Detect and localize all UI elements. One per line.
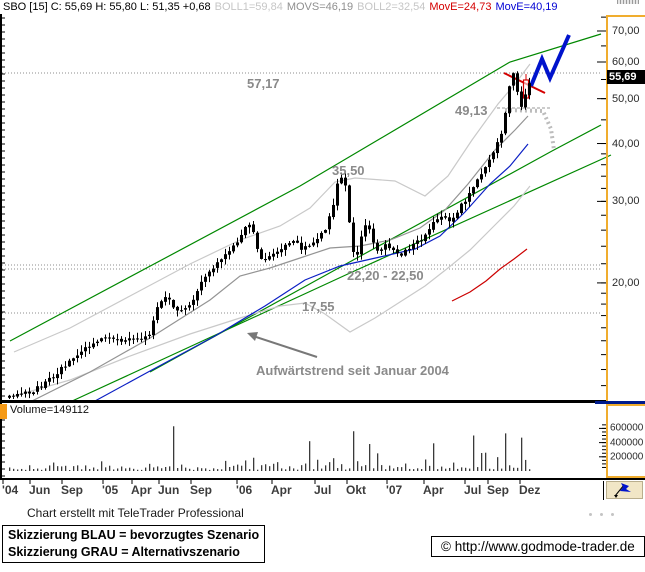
left-volume-axis-line — [0, 403, 2, 480]
volume-bars — [9, 426, 531, 471]
level-label: 49,13 — [455, 103, 488, 118]
volume-value-label: Volume=149112 — [10, 404, 90, 416]
price-volume-chart — [2, 16, 612, 484]
date-tick-label: '07 — [386, 483, 403, 497]
ellipsis-dot — [611, 513, 614, 516]
date-tick-label: Jun — [29, 483, 51, 497]
date-tick-label: '04 — [2, 483, 19, 497]
chart-volume-divider — [0, 400, 606, 403]
price-tick-label: 50,00 — [612, 92, 640, 105]
price-tick-label: 70,00 — [612, 25, 640, 37]
level-label: 17,55 — [302, 299, 335, 314]
price-axis-accent-line — [606, 15, 608, 403]
axis-ticks — [2, 16, 606, 484]
trendline-note: Aufwärtstrend seit Januar 2004 — [256, 363, 449, 378]
level-label: 35,50 — [332, 163, 365, 178]
quote-header-segment: BOLL2=32,54 — [357, 1, 426, 13]
ellipsis-dot — [600, 513, 603, 516]
chart-credit-text: Chart erstellt mit TeleTrader Profession… — [27, 506, 244, 520]
window-edge-artifact — [617, 0, 639, 4]
date-tick-label: '05 — [102, 483, 119, 497]
volume-axis-accent-line — [606, 404, 608, 478]
volume-axis-accent-top — [606, 404, 645, 406]
quote-header-segment: MovE=40,19 — [495, 1, 558, 13]
date-tick-label: Jul — [314, 483, 332, 497]
price-tick-label: 30,00 — [612, 195, 640, 208]
date-tick-label: Dez — [519, 483, 541, 497]
divider-navy-segment — [595, 401, 645, 404]
date-axis-top-border — [0, 478, 645, 480]
price-axis-accent-top — [606, 15, 645, 17]
date-tick-label: Sep — [61, 483, 84, 497]
scenario-legend-blue: Skizzierung BLAU = bevorzugtes Szenario — [8, 528, 260, 542]
level-label: 22,20 - 22,50 — [347, 268, 424, 283]
last-price-badge: 55,69 — [607, 70, 645, 84]
date-tick-label: Jul — [464, 483, 482, 497]
price-tick-label: 60,00 — [612, 55, 640, 68]
quote-header-segment: MovE=24,73 — [429, 1, 492, 13]
volume-pane-marker — [0, 404, 7, 419]
date-tick-label: '06 — [236, 483, 253, 497]
volume-tick-label: 400000 — [610, 437, 644, 449]
realtime-flash-button[interactable] — [606, 481, 643, 499]
left-price-axis-line — [0, 14, 2, 403]
date-axis-right-separator — [603, 481, 604, 500]
date-tick-label: Apr — [423, 483, 444, 497]
date-tick-label: Apr — [131, 483, 152, 497]
scenario-legend-gray: Skizzierung GRAU = Alternativszenario — [8, 545, 240, 559]
copyright-url-box: © http://www.godmode-trader.de — [431, 536, 645, 557]
volume-tick-label: 600000 — [610, 422, 644, 434]
quote-header-segment: MOVS=46,19 — [286, 1, 354, 13]
date-tick-label: Sep — [190, 483, 213, 497]
date-tick-label: Okt — [346, 483, 367, 497]
volume-axis-accent-bottom — [606, 476, 645, 478]
ellipsis-dot — [589, 513, 592, 516]
price-tick-label: 20,00 — [612, 276, 640, 289]
date-tick-label: Jun — [158, 483, 180, 497]
level-label: 57,17 — [247, 76, 280, 91]
flash-flag-icon — [614, 483, 631, 498]
scenario-legend-box: Skizzierung BLAU = bevorzugtes Szenario … — [2, 525, 266, 563]
quote-header-segment: BOLL1=59,84 — [214, 1, 283, 13]
date-tick-label: Apr — [271, 483, 292, 497]
volume-tick-label: 200000 — [610, 451, 644, 463]
candlestick-series — [8, 71, 531, 399]
price-tick-label: 40,00 — [612, 137, 640, 150]
quote-header-segment: SBO [15] C: 55,69 H: 55,80 L: 51,35 +0,6… — [3, 1, 211, 13]
date-tick-label: Sep — [487, 483, 510, 497]
quote-header: SBO [15] C: 55,69 H: 55,80 L: 51,35 +0,6… — [3, 1, 562, 13]
